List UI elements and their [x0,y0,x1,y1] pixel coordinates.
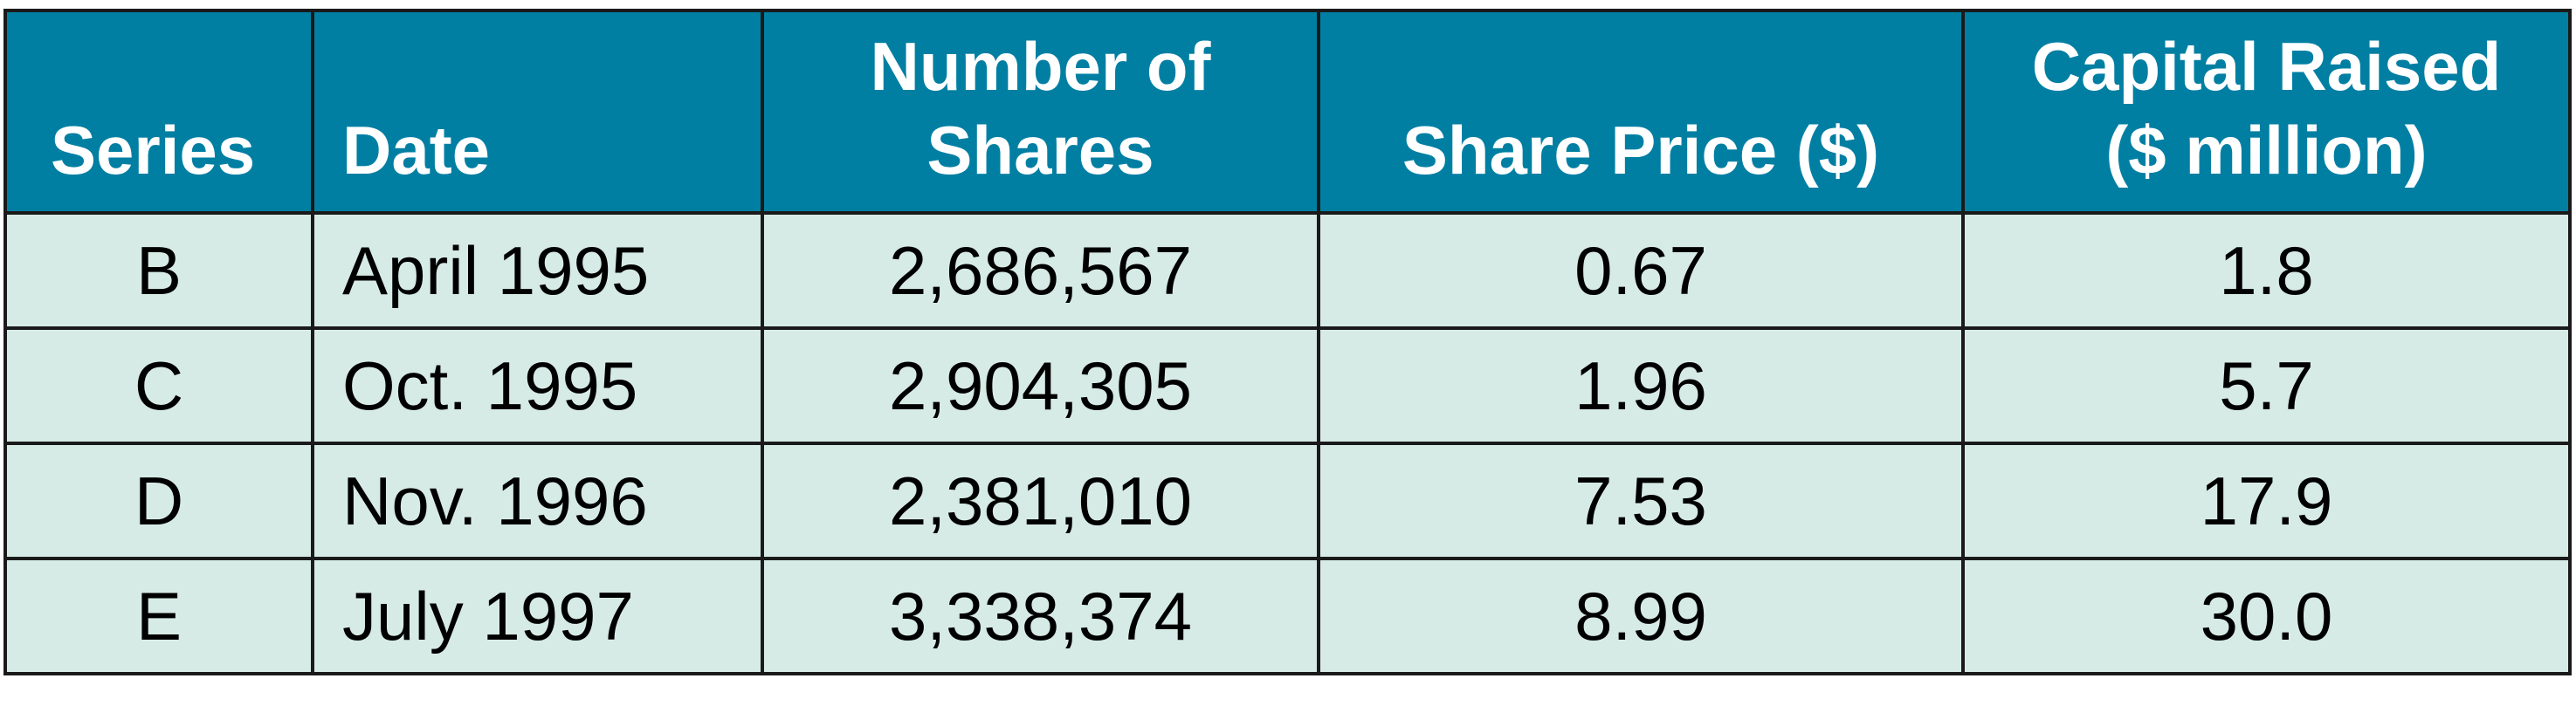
cell-shares: 2,904,305 [761,326,1320,445]
cell-series: E [3,557,314,675]
header-series: Series [3,9,314,215]
cell-capital-raised: 17.9 [1961,442,2572,560]
cell-series: D [3,442,314,560]
table-body: B April 1995 2,686,567 0.67 1.8 C Oct. 1… [3,211,2572,675]
cell-shares: 2,381,010 [761,442,1320,560]
cell-shares: 2,686,567 [761,211,1320,330]
cell-date: July 1997 [311,557,764,675]
cell-capital-raised: 30.0 [1961,557,2572,675]
cell-share-price: 7.53 [1317,442,1965,560]
header-number-of-shares: Number of Shares [761,9,1320,215]
cell-share-price: 8.99 [1317,557,1965,675]
table-header: Series Date Number of Shares Share Price… [3,9,2572,215]
header-capital-raised-line2: ($ million) [2105,112,2428,188]
cell-date: Nov. 1996 [311,442,764,560]
cell-series: B [3,211,314,330]
table-row: B April 1995 2,686,567 0.67 1.8 [3,211,2572,330]
table-row: C Oct. 1995 2,904,305 1.96 5.7 [3,326,2572,445]
cell-share-price: 1.96 [1317,326,1965,445]
header-capital-raised: Capital Raised ($ million) [1961,9,2572,215]
cell-capital-raised: 5.7 [1961,326,2572,445]
table-row: D Nov. 1996 2,381,010 7.53 17.9 [3,442,2572,560]
cell-share-price: 0.67 [1317,211,1965,330]
header-date: Date [311,9,764,215]
header-share-price: Share Price ($) [1317,9,1965,215]
table-row: E July 1997 3,338,374 8.99 30.0 [3,557,2572,675]
cell-capital-raised: 1.8 [1961,211,2572,330]
cell-date: Oct. 1995 [311,326,764,445]
header-capital-raised-line1: Capital Raised [2031,28,2502,105]
header-number-of-shares-line2: Shares [926,112,1154,188]
funding-rounds-table: Series Date Number of Shares Share Price… [3,9,2572,675]
header-number-of-shares-line1: Number of [870,28,1211,105]
header-row: Series Date Number of Shares Share Price… [3,9,2572,215]
cell-shares: 3,338,374 [761,557,1320,675]
cell-series: C [3,326,314,445]
cell-date: April 1995 [311,211,764,330]
